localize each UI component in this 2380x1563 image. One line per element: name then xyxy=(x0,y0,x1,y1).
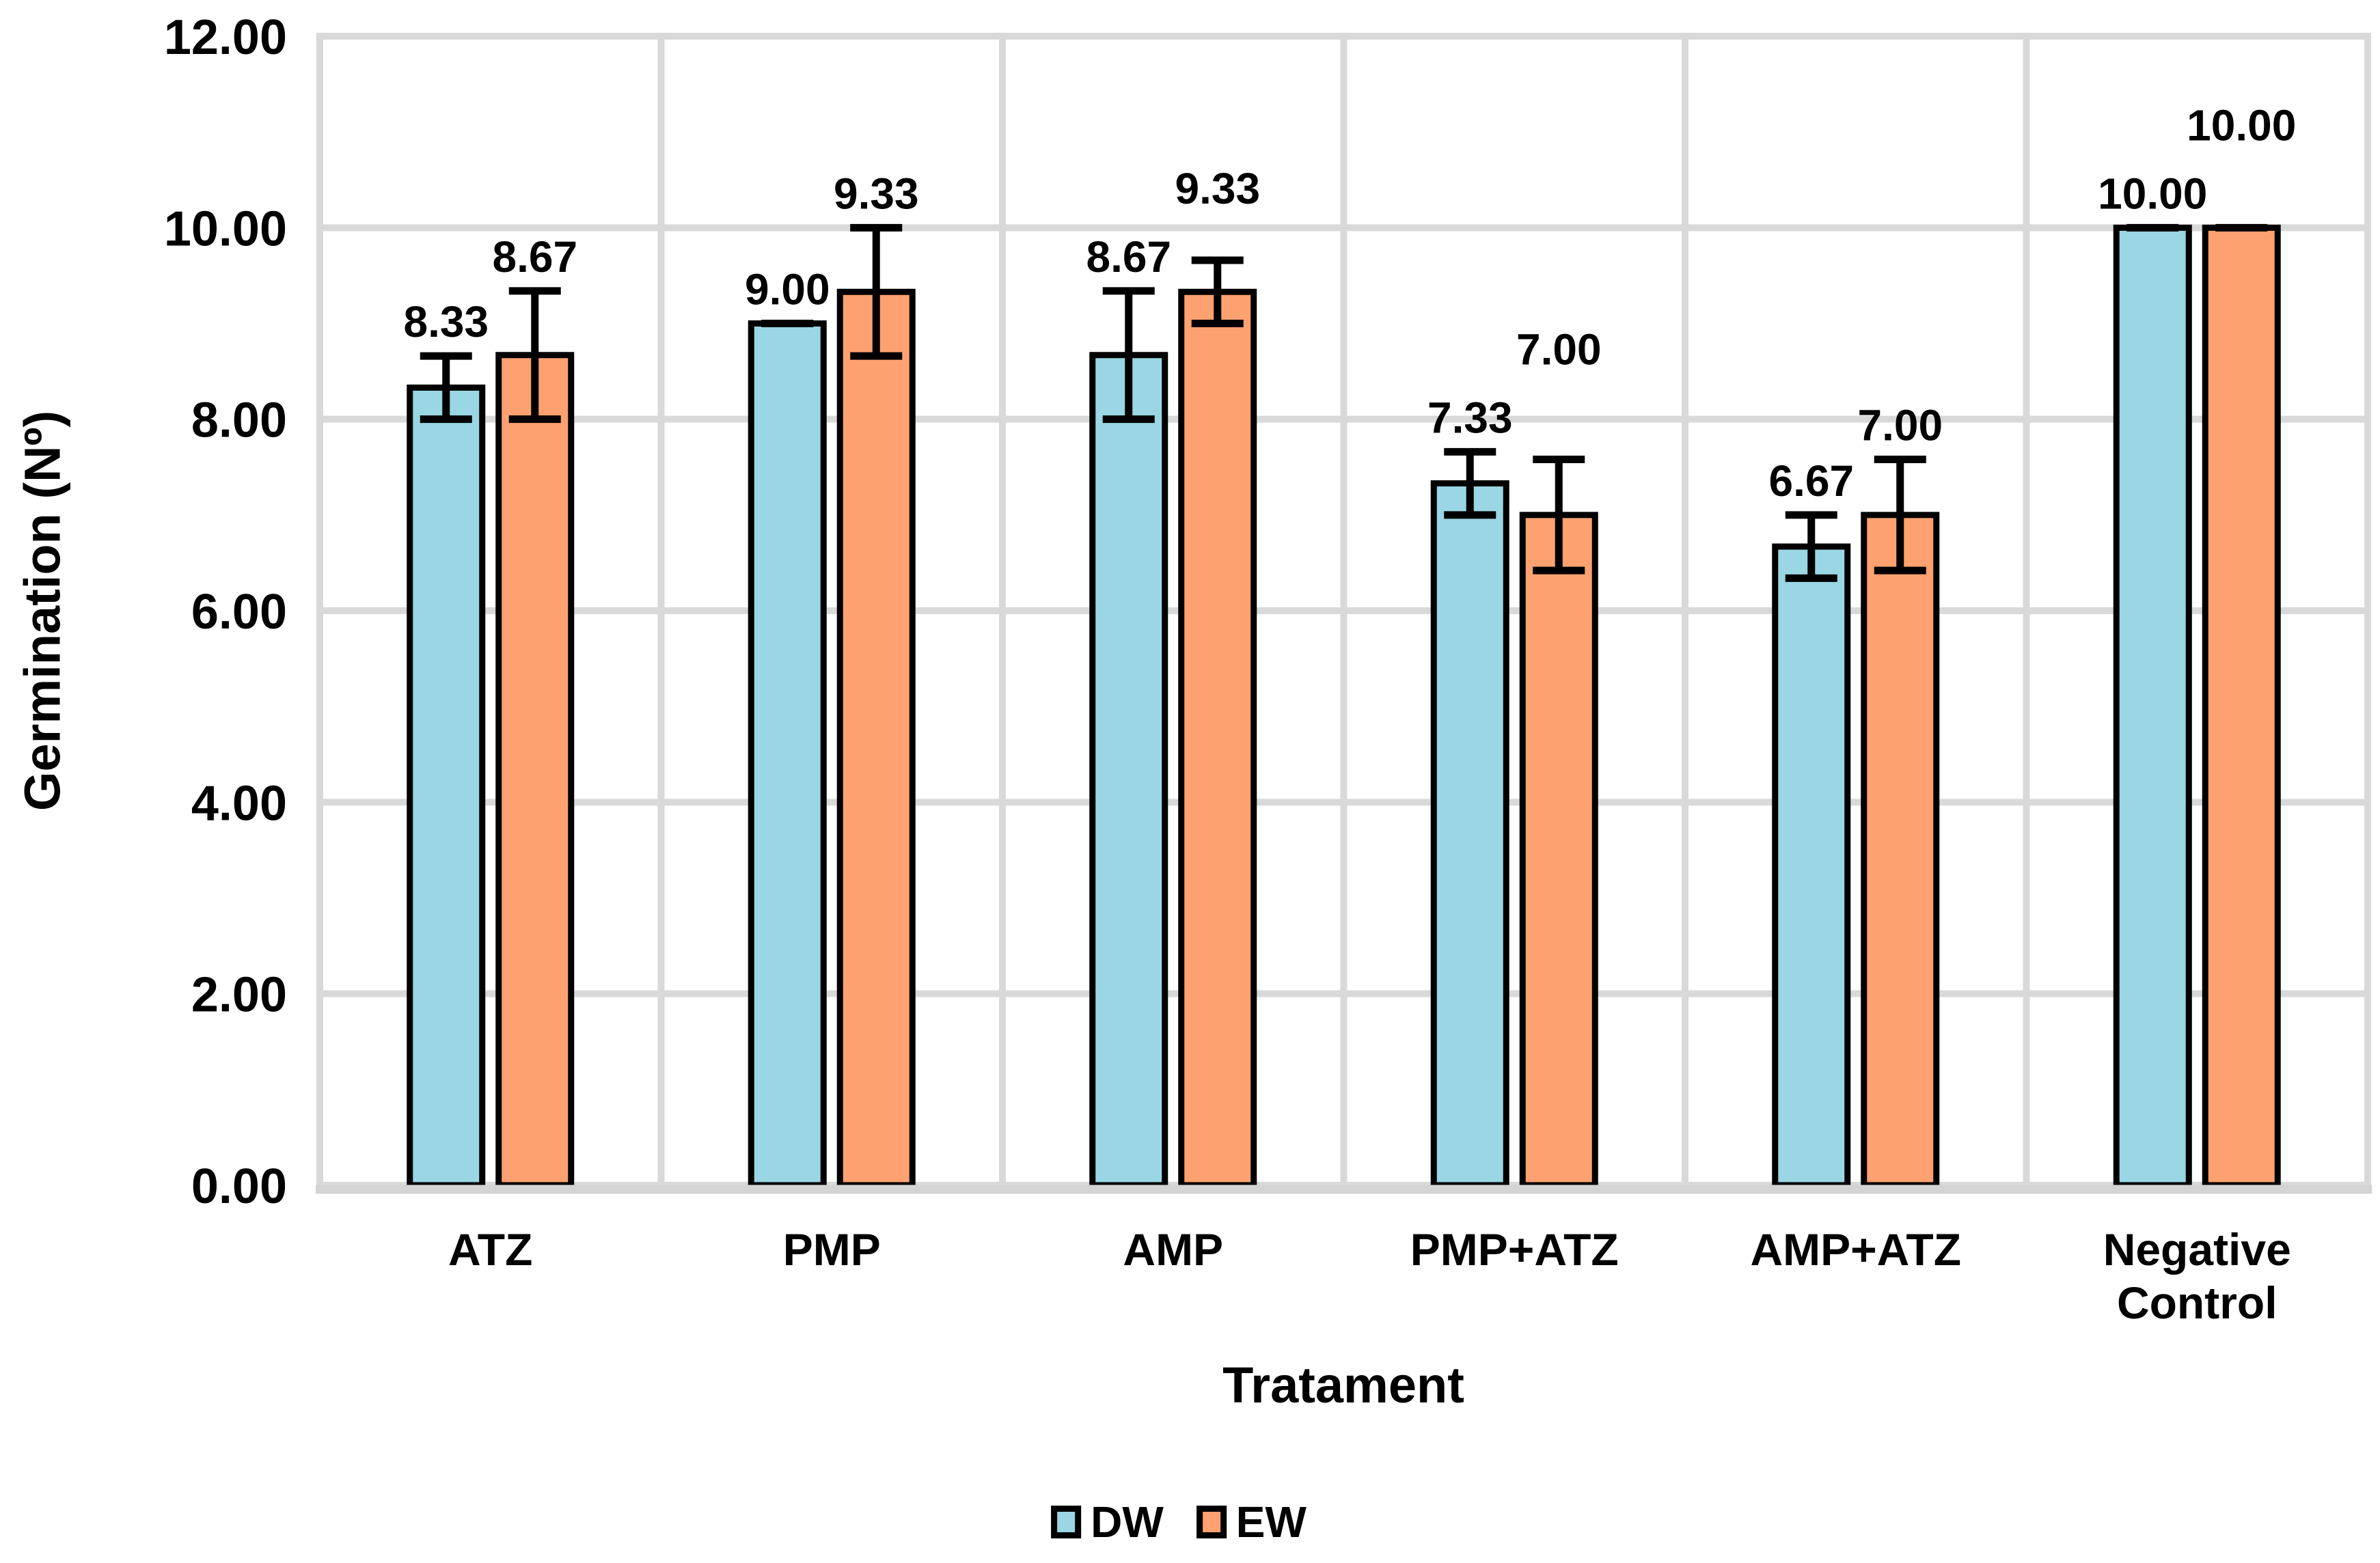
bar-dw-amp xyxy=(1089,352,1168,1189)
data-label: 7.00 xyxy=(1857,401,1943,450)
x-axis-category-label: Negative xyxy=(2103,1224,2291,1275)
y-axis-tick-label: 6.00 xyxy=(191,585,287,639)
x-axis-category-label: PMP xyxy=(783,1224,881,1275)
y-axis-tick-label: 10.00 xyxy=(164,202,287,256)
y-axis-tick-label: 12.00 xyxy=(164,10,287,65)
bar-dw-negative-control xyxy=(2113,224,2192,1189)
legend-item-dw: DW xyxy=(1051,1500,1164,1544)
data-label: 8.67 xyxy=(1086,232,1171,281)
x-axis-category-label: AMP+ATZ xyxy=(1750,1224,1961,1275)
bar-ew-amp xyxy=(1178,288,1257,1189)
data-label: 9.33 xyxy=(1175,164,1260,213)
dw-swatch-icon xyxy=(1051,1506,1082,1538)
y-axis-tick-label: 2.00 xyxy=(191,968,287,1023)
bar-ew-pmp xyxy=(836,288,916,1189)
chart-legend: DW EW xyxy=(1051,1500,1307,1544)
x-axis-category-label: Control xyxy=(2117,1277,2278,1328)
data-label: 10.00 xyxy=(2187,100,2296,150)
bar-dw-amp-atz xyxy=(1772,543,1851,1189)
x-axis-category-label: AMP xyxy=(1123,1224,1223,1275)
x-axis-category-label: ATZ xyxy=(448,1224,532,1275)
x-axis-title: Tratament xyxy=(1222,1357,1464,1413)
y-axis-title: Germination (Nº) xyxy=(14,410,71,812)
data-label: 7.00 xyxy=(1516,324,1602,374)
bar-ew-pmp-atz xyxy=(1519,512,1598,1189)
data-label: 9.33 xyxy=(834,169,919,218)
data-label: 10.00 xyxy=(2098,169,2207,218)
data-label: 8.33 xyxy=(403,297,489,346)
data-label: 8.67 xyxy=(492,232,577,281)
bar-ew-atz xyxy=(495,352,575,1189)
bar-dw-pmp-atz xyxy=(1430,480,1509,1189)
x-axis-category-label: PMP+ATZ xyxy=(1410,1224,1619,1275)
bar-ew-negative-control xyxy=(2202,224,2281,1189)
bar-dw-pmp xyxy=(748,320,827,1189)
bar-dw-atz xyxy=(407,384,486,1189)
data-label: 9.00 xyxy=(745,265,830,314)
data-label: 6.67 xyxy=(1768,456,1854,506)
bar-ew-amp-atz xyxy=(1861,512,1940,1189)
data-label: 7.33 xyxy=(1427,393,1513,442)
y-axis-tick-label: 0.00 xyxy=(191,1159,287,1214)
legend-item-ew: EW xyxy=(1196,1500,1307,1544)
y-axis-tick-label: 4.00 xyxy=(191,776,287,831)
legend-label-dw: DW xyxy=(1091,1497,1164,1547)
ew-swatch-icon xyxy=(1196,1506,1227,1538)
legend-label-ew: EW xyxy=(1235,1497,1307,1547)
y-axis-tick-label: 8.00 xyxy=(191,393,287,448)
